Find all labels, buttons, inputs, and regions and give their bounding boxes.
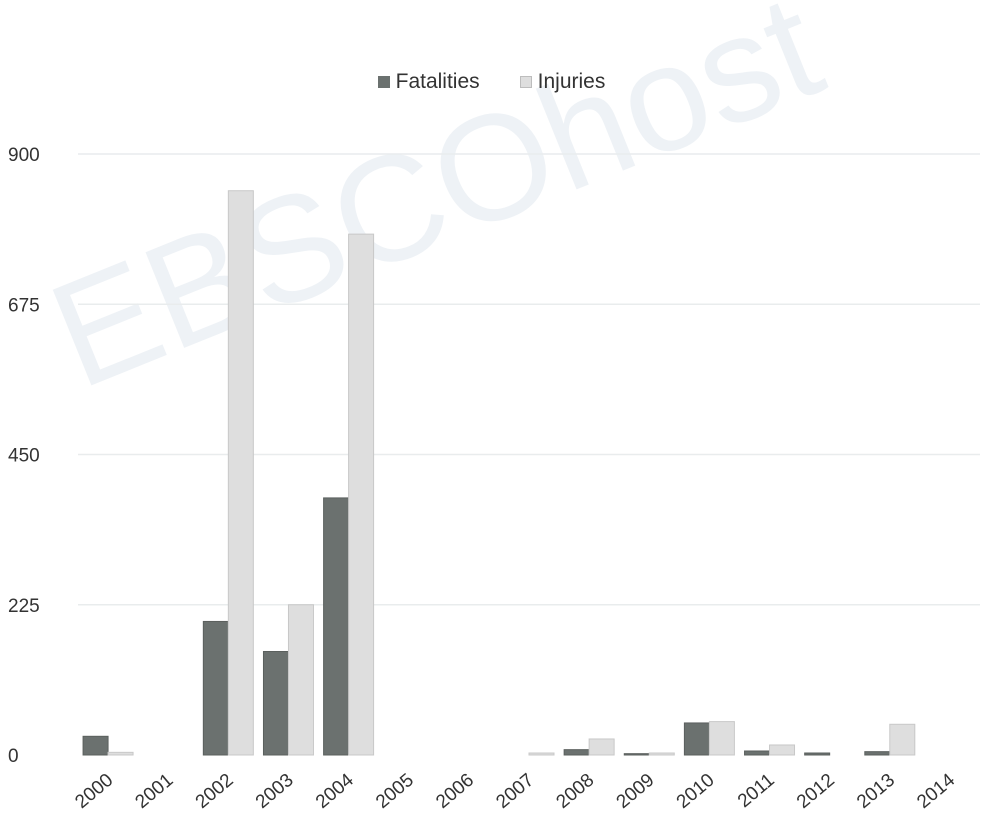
bars: [82, 190, 916, 756]
x-tick-label: 2011: [734, 770, 779, 812]
bar-injuries-2008: [588, 738, 615, 756]
bar-injuries-2010: [708, 721, 735, 756]
bar-injuries-2009: [648, 752, 675, 756]
legend-swatch-injuries: [519, 76, 532, 88]
legend-label-fatalities: Fatalities: [395, 70, 480, 93]
legend-label-injuries: Injuries: [537, 70, 606, 93]
x-tick-label: 2006: [432, 770, 478, 813]
x-tick-label: 2013: [853, 770, 899, 813]
x-tick-label: 2004: [312, 769, 358, 813]
x-tick-label: 2002: [192, 770, 238, 813]
bar-injuries-2007: [528, 752, 555, 756]
x-tick-label: 2014: [913, 769, 959, 813]
bar-injuries-2004: [348, 233, 375, 756]
x-tick-label: 2003: [252, 770, 298, 813]
y-tick-label: 675: [8, 295, 40, 316]
y-tick-label: 0: [8, 746, 19, 767]
bar-injuries-2000: [107, 751, 134, 756]
x-tick-label: 2000: [71, 770, 117, 813]
bar-injuries-2002: [227, 190, 254, 756]
y-tick-label: 450: [8, 446, 40, 467]
legend-swatch-fatalities: [377, 76, 390, 88]
bar-fatalities-2009: [623, 753, 650, 756]
watermark: EBSCOhost: [29, 0, 842, 420]
x-tick-label: 2012: [793, 770, 839, 813]
watermark-text: EBSCOhost: [29, 0, 842, 420]
x-tick-label: 2005: [372, 770, 418, 813]
x-tick-label: 2007: [492, 770, 538, 813]
bar-fatalities-2013: [864, 751, 891, 756]
y-tick-label: 225: [8, 596, 40, 617]
bar-fatalities-2003: [262, 650, 289, 756]
bar-injuries-2011: [769, 744, 796, 756]
y-tick-label: 900: [8, 145, 40, 166]
x-axis-tick-labels: 2000 2001 2002 2003 2004 2005 2006 2007 2008 2009…: [71, 769, 959, 813]
x-tick-label: 2010: [673, 770, 719, 813]
legend: Fatalities Injuries: [0, 70, 983, 94]
bar-fatalities-2008: [563, 749, 590, 756]
legend-item-injuries: Injuries: [519, 70, 606, 94]
bar-injuries-2003: [287, 604, 314, 756]
bar-fatalities-2002: [202, 620, 229, 756]
bar-injuries-2013: [889, 723, 916, 756]
x-tick-label: 2008: [552, 770, 598, 813]
bar-fatalities-2000: [82, 735, 109, 756]
bar-fatalities-2010: [683, 722, 710, 756]
x-tick-label: 2001: [132, 770, 178, 813]
x-tick-label: 2009: [613, 770, 659, 813]
bar-fatalities-2011: [744, 750, 771, 756]
y-axis-tick-labels: 0 225 450 675 900: [8, 145, 40, 767]
legend-item-fatalities: Fatalities: [377, 70, 480, 94]
bar-fatalities-2004: [323, 497, 350, 756]
bar-fatalities-2012: [804, 752, 831, 756]
